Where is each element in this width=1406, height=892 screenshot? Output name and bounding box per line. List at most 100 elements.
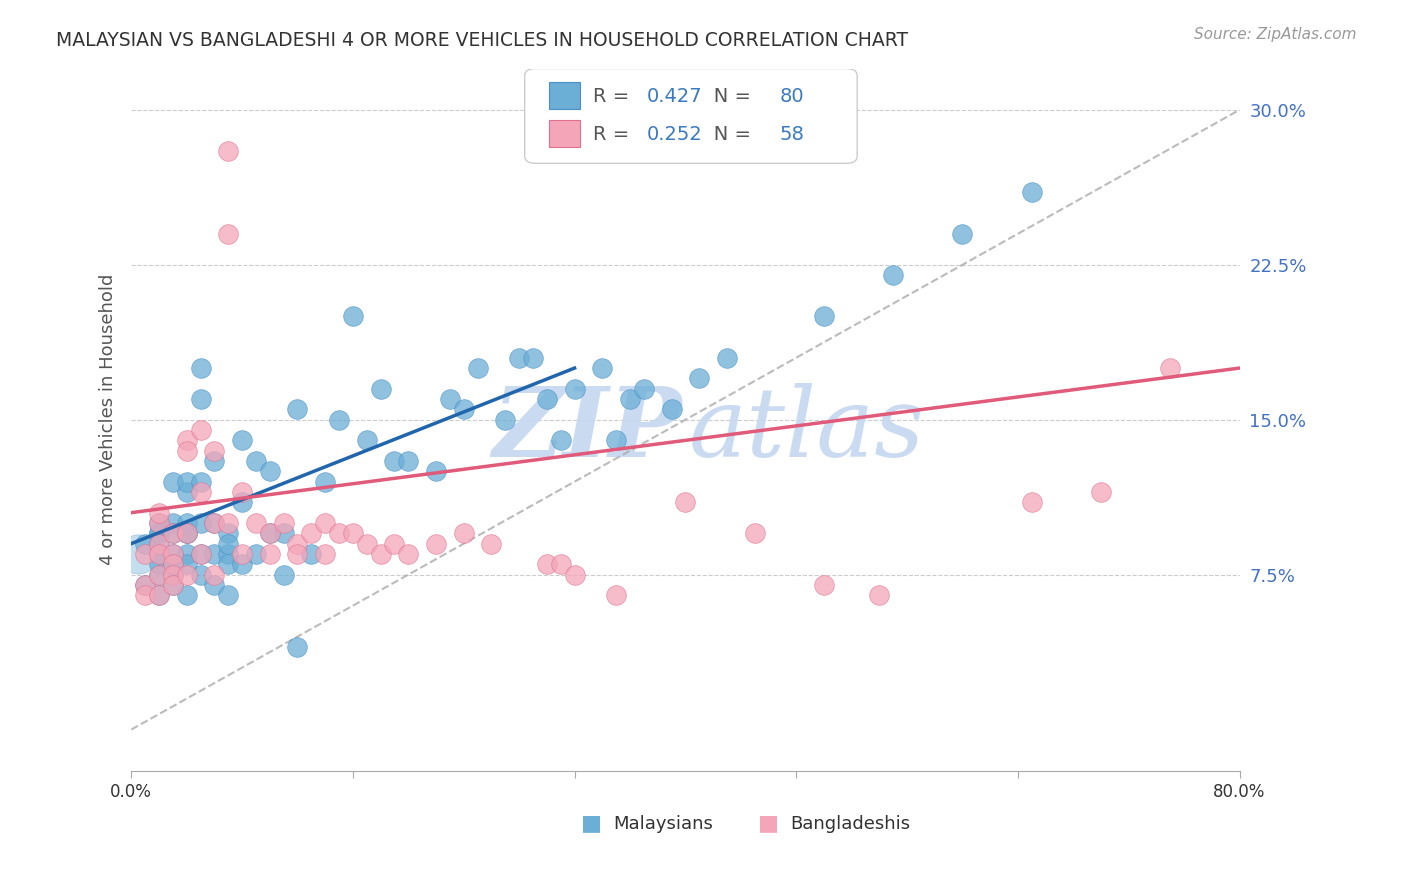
Point: [342, 310, 364, 324]
Point: [1021, 186, 1043, 200]
Point: [190, 516, 212, 530]
Point: [314, 475, 336, 489]
Point: [259, 464, 281, 478]
Point: [190, 547, 212, 561]
Point: [508, 351, 530, 365]
Text: ■: ■: [758, 814, 779, 833]
Point: [396, 547, 419, 561]
Point: [287, 536, 309, 550]
Point: [176, 567, 198, 582]
Point: [314, 516, 336, 530]
Point: [190, 485, 212, 500]
Point: [148, 506, 170, 520]
Point: [605, 588, 627, 602]
Point: [550, 558, 572, 572]
Point: [176, 475, 198, 489]
Point: [162, 516, 184, 530]
Point: [605, 434, 627, 448]
Point: [202, 567, 225, 582]
Point: [217, 144, 239, 158]
Point: [287, 640, 309, 654]
Point: [162, 547, 184, 561]
Point: [661, 402, 683, 417]
Text: atlas: atlas: [689, 384, 925, 477]
Point: [162, 475, 184, 489]
Point: [148, 567, 170, 582]
Point: [273, 516, 295, 530]
Text: Source: ZipAtlas.com: Source: ZipAtlas.com: [1194, 27, 1357, 42]
Point: [299, 547, 322, 561]
Point: [162, 526, 184, 541]
Point: [1021, 495, 1043, 509]
Point: [813, 310, 835, 324]
Point: [162, 578, 184, 592]
Point: [396, 454, 419, 468]
Point: [453, 526, 475, 541]
Point: [564, 382, 586, 396]
Point: [134, 578, 156, 592]
Point: [633, 382, 655, 396]
Point: [245, 547, 267, 561]
Text: ZIP: ZIP: [492, 384, 682, 477]
Point: [522, 351, 544, 365]
Point: [176, 526, 198, 541]
Point: [744, 526, 766, 541]
Point: [217, 536, 239, 550]
Point: [882, 268, 904, 282]
Point: [162, 567, 184, 582]
Point: [231, 434, 253, 448]
Point: [162, 558, 184, 572]
Point: [952, 227, 974, 241]
Point: [202, 578, 225, 592]
Point: [536, 392, 558, 406]
Text: N =: N =: [696, 87, 758, 106]
Point: [134, 547, 156, 561]
Point: [425, 536, 447, 550]
Point: [202, 516, 225, 530]
Point: [716, 351, 738, 365]
Point: [259, 547, 281, 561]
Point: [148, 547, 170, 561]
Point: [217, 526, 239, 541]
Point: [453, 402, 475, 417]
Point: [231, 495, 253, 509]
Text: MALAYSIAN VS BANGLADESHI 4 OR MORE VEHICLES IN HOUSEHOLD CORRELATION CHART: MALAYSIAN VS BANGLADESHI 4 OR MORE VEHIC…: [56, 31, 908, 50]
Point: [287, 547, 309, 561]
Point: [148, 567, 170, 582]
Point: [176, 485, 198, 500]
Point: [162, 547, 184, 561]
Point: [481, 536, 503, 550]
Point: [162, 578, 184, 592]
Point: [176, 526, 198, 541]
Point: [314, 547, 336, 561]
Text: 80: 80: [779, 87, 804, 106]
Point: [148, 588, 170, 602]
Point: [356, 536, 378, 550]
FancyBboxPatch shape: [550, 82, 581, 109]
Point: [231, 547, 253, 561]
Point: [148, 588, 170, 602]
Point: [217, 588, 239, 602]
Point: [202, 547, 225, 561]
FancyBboxPatch shape: [524, 69, 858, 163]
Point: [148, 526, 170, 541]
Point: [673, 495, 696, 509]
Point: [564, 567, 586, 582]
Point: [148, 547, 170, 561]
Point: [190, 361, 212, 376]
Point: [536, 558, 558, 572]
Point: [148, 516, 170, 530]
Point: [328, 526, 350, 541]
Text: 58: 58: [779, 125, 804, 144]
Point: [162, 558, 184, 572]
Point: [190, 547, 212, 561]
Point: [148, 536, 170, 550]
Point: [342, 526, 364, 541]
Point: [425, 464, 447, 478]
Point: [299, 526, 322, 541]
Point: [1159, 361, 1181, 376]
Point: [245, 454, 267, 468]
Text: 0.427: 0.427: [647, 87, 702, 106]
Text: R =: R =: [593, 125, 636, 144]
Point: [190, 567, 212, 582]
